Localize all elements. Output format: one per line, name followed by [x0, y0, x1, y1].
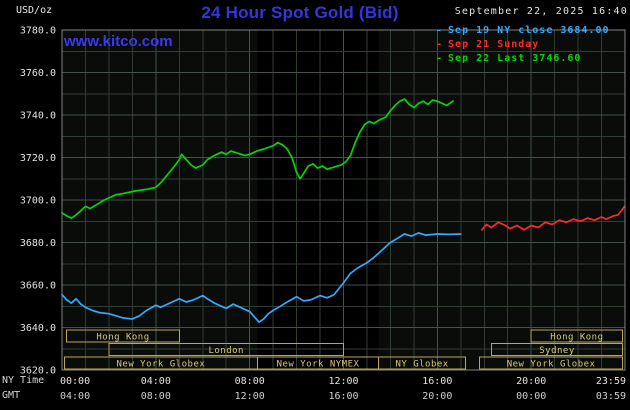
- legend-item-sep-21-sunday: - Sep 21 Sunday: [436, 38, 610, 52]
- series-line-sep-21-sunday: [481, 205, 626, 231]
- series-line-sep-22-last-3746-60: [61, 98, 454, 219]
- gmt-tick-label: 20:00: [422, 391, 452, 402]
- y-tick-label: 3780.0: [20, 26, 56, 37]
- y-axis-units-label: USD/oz: [16, 5, 53, 16]
- series-line-sep-19-ny-close-3684-00: [61, 232, 462, 324]
- session-label-hong-kong: Hong Kong: [96, 333, 149, 343]
- ny-time-tick-label: 23:59: [596, 376, 626, 387]
- legend-label: Sep 21 Sunday: [448, 39, 540, 50]
- gmt-row-label: GMT: [2, 390, 21, 401]
- y-tick-label: 3680.0: [20, 238, 56, 249]
- legend-label: Sep 22 Last 3746.60: [448, 53, 582, 64]
- session-box-london: [108, 343, 345, 356]
- ny-time-row-label: NY Time: [2, 375, 45, 386]
- legend-label: Sep 19 NY close 3684.00: [448, 25, 610, 36]
- ny-time-tick-label: 20:00: [516, 376, 546, 387]
- session-label-ny-globex: NY Globex: [395, 360, 448, 370]
- gmt-tick-label: 03:59: [596, 391, 626, 402]
- gmt-tick-label: 00:00: [516, 391, 546, 402]
- gmt-tick-label: 04:00: [60, 391, 90, 402]
- datetime-stamp: September 22, 2025 16:40: [454, 6, 628, 17]
- chart-title: 24 Hour Spot Gold (Bid): [201, 3, 399, 22]
- kitco-watermark-link[interactable]: www.kitco.com: [64, 33, 173, 50]
- ny-time-tick-label: 00:00: [60, 376, 90, 387]
- y-tick-label: 3740.0: [20, 111, 56, 122]
- session-box-hong-kong: [66, 329, 180, 343]
- y-tick-label: 3760.0: [20, 68, 56, 79]
- ny-time-tick-label: 04:00: [141, 376, 171, 387]
- y-tick-label: 3720.0: [20, 153, 56, 164]
- session-label-hong-kong: Hong Kong: [550, 333, 603, 343]
- y-tick-label: 3660.0: [20, 281, 56, 292]
- session-box-new-york-globex: [479, 356, 624, 370]
- ny-time-tick-label: 08:00: [235, 376, 265, 387]
- legend-dash-icon: -: [436, 53, 444, 64]
- session-box-sydney: [490, 343, 624, 356]
- y-tick-label: 3700.0: [20, 196, 56, 207]
- gmt-tick-label: 08:00: [141, 391, 171, 402]
- legend-dash-icon: -: [436, 39, 444, 50]
- ny-time-tick-label: 16:00: [422, 376, 452, 387]
- legend: - Sep 19 NY close 3684.00- Sep 21 Sunday - S…: [436, 24, 610, 66]
- gmt-tick-label: 16:00: [328, 391, 358, 402]
- session-box-hong-kong: [530, 329, 624, 343]
- legend-item-sep-22-last-3746-60: - Sep 22 Last 3746.60: [436, 52, 610, 66]
- plot-frame: [61, 29, 626, 371]
- gmt-tick-label: 12:00: [235, 391, 265, 402]
- session-box-ny-globex: [378, 356, 467, 370]
- y-tick-label: 3620.0: [20, 366, 56, 377]
- session-label-new-york-globex: New York Globex: [117, 360, 206, 370]
- legend-dash-icon: -: [436, 25, 444, 36]
- legend-item-sep-19-ny-close-3684-00: - Sep 19 NY close 3684.00: [436, 24, 610, 38]
- session-label-sydney: Sydney: [539, 346, 575, 356]
- ny-time-tick-label: 12:00: [328, 376, 358, 387]
- session-label-new-york-globex: New York Globex: [507, 360, 596, 370]
- session-label-london: London: [208, 346, 244, 356]
- session-label-new-york-nymex: New York NYMEX: [277, 360, 360, 370]
- y-tick-label: 3640.0: [20, 323, 56, 334]
